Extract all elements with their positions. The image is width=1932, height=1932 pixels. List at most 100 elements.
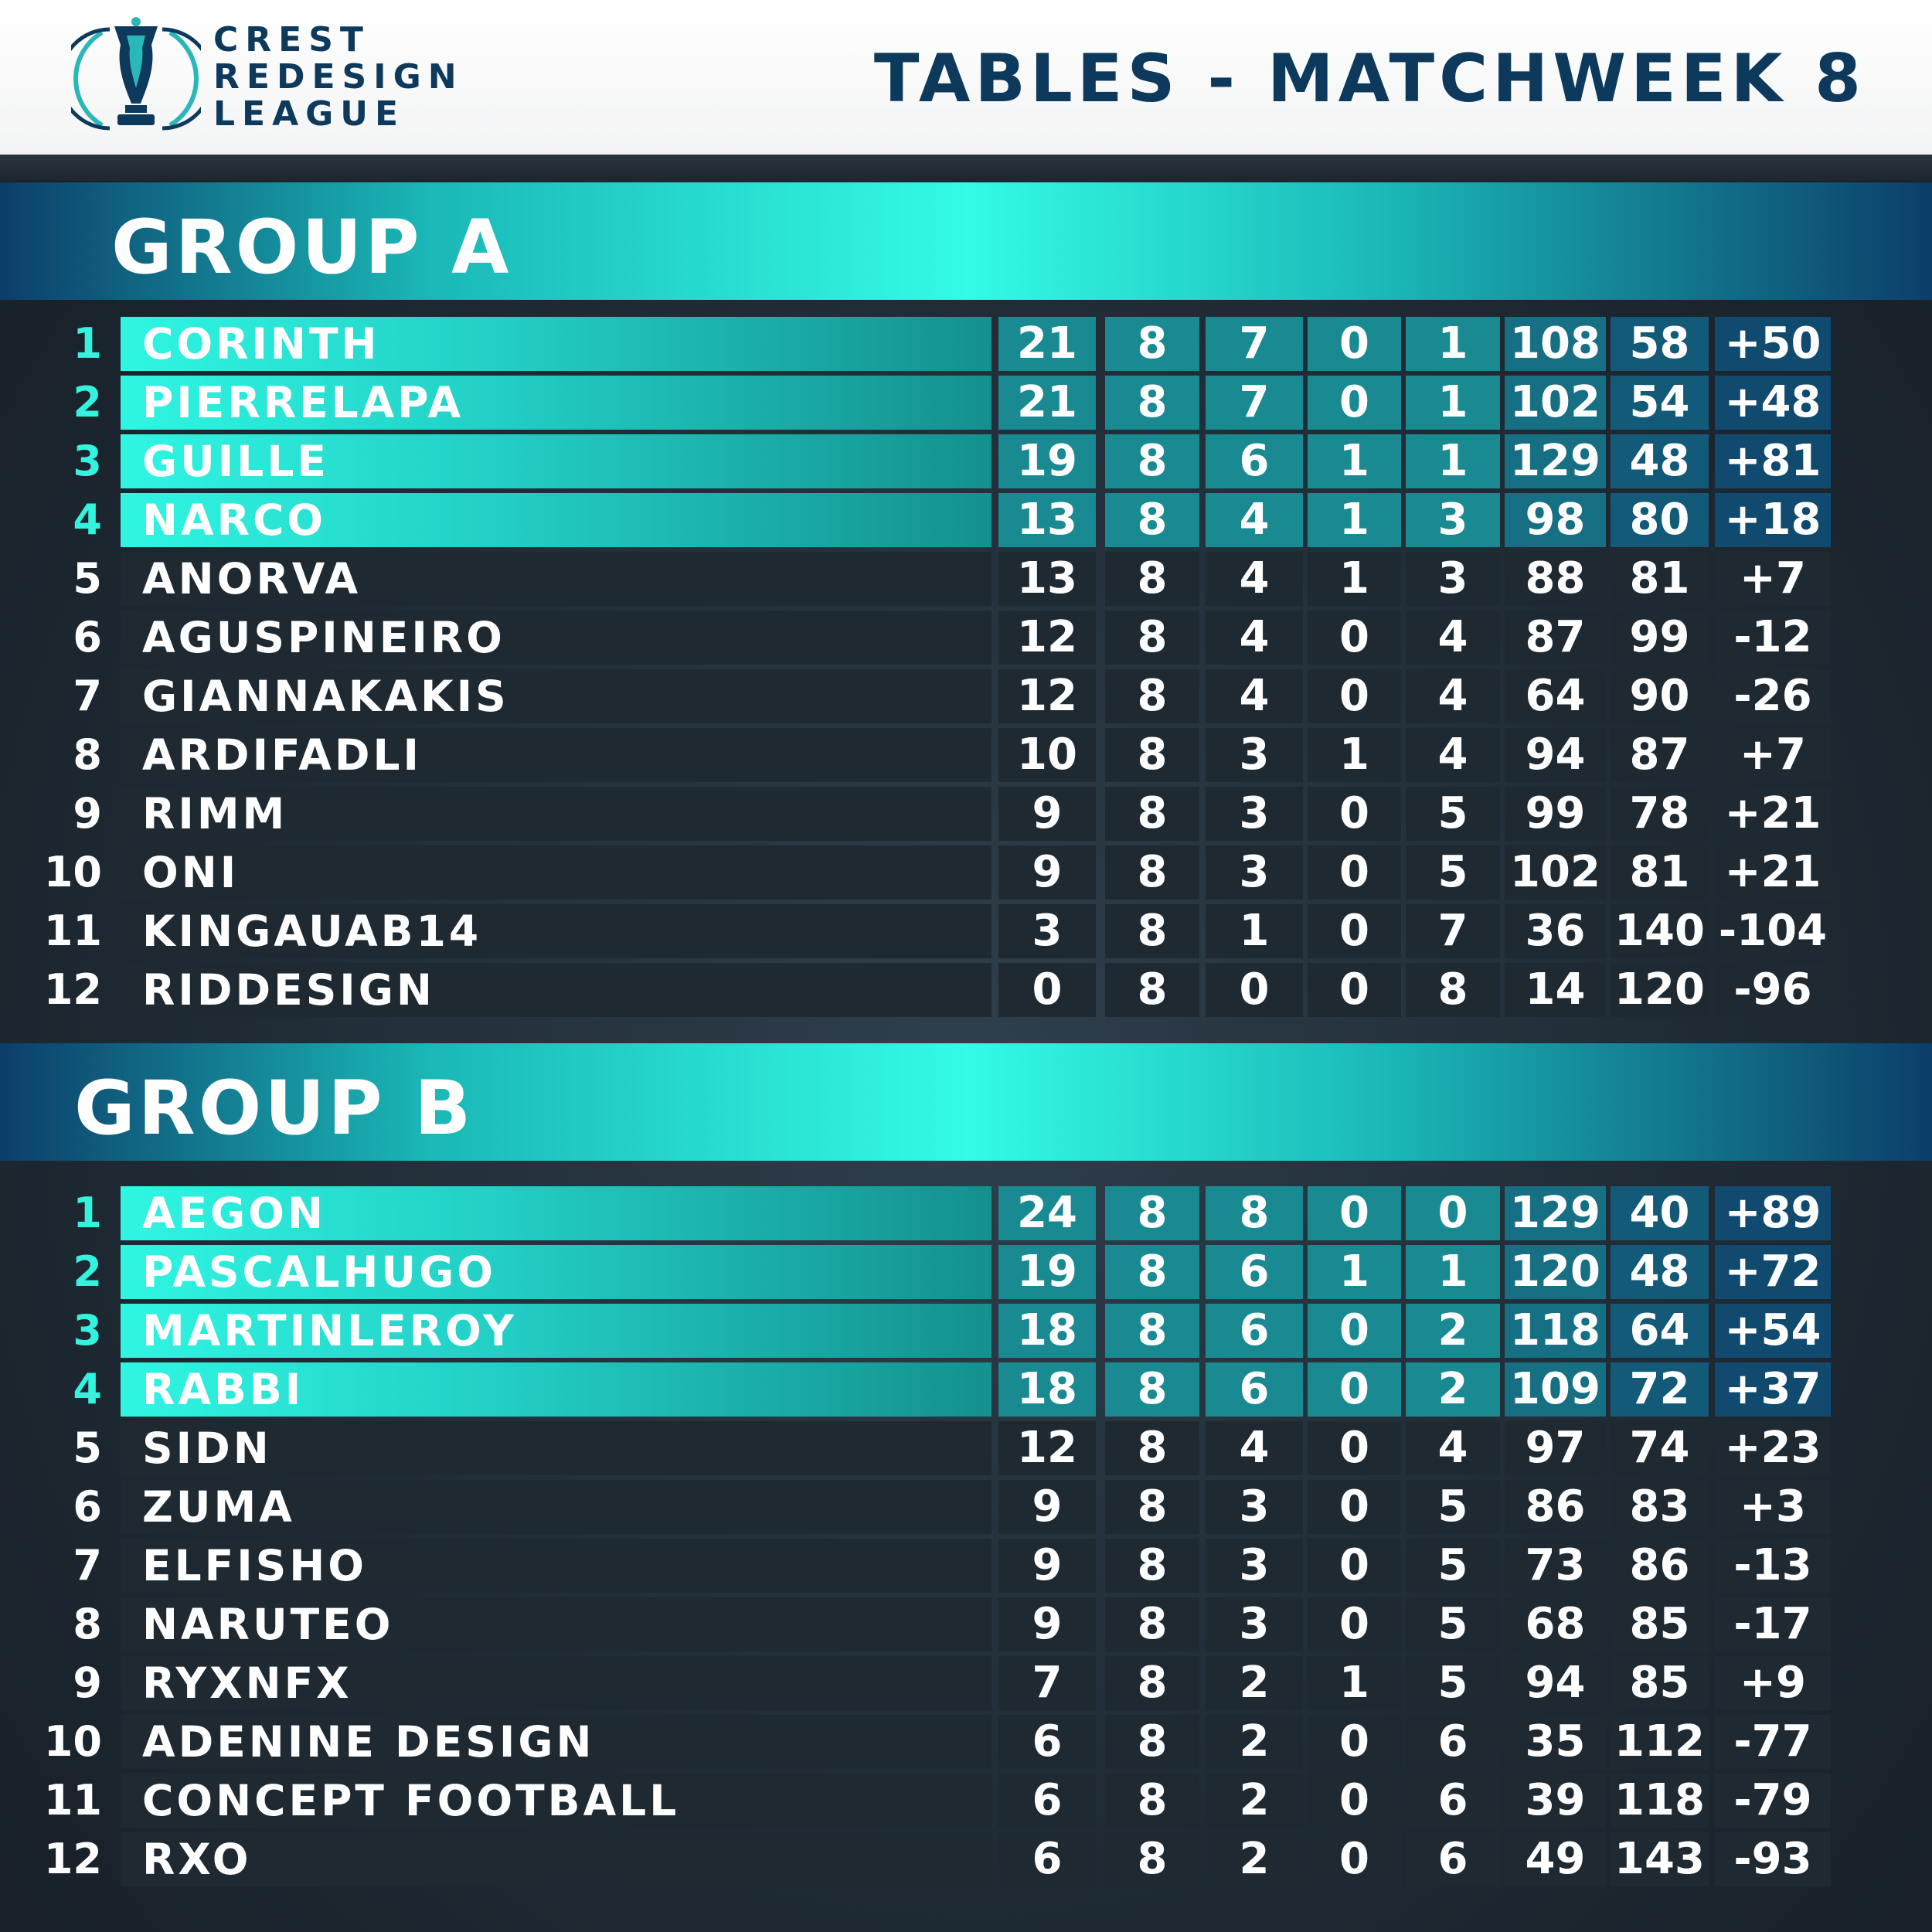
stat-cell: 3 — [998, 904, 1096, 958]
stat-cell: 8 — [1105, 963, 1199, 1017]
logo-text-line-2: REDESIGN — [213, 57, 464, 97]
table-row: 9 RIMM 9 8 3 0 5 99 78 +21 — [0, 787, 1932, 841]
stat-cell: 88 — [1505, 552, 1606, 606]
team-cell: GIANNAKAKIS — [121, 669, 992, 723]
stat-cell: 8 — [1105, 728, 1199, 782]
table-row: 2 PASCALHUGO 19 8 6 1 1 120 48 +72 — [0, 1245, 1932, 1299]
stat-cell: 94 — [1505, 1656, 1606, 1710]
stat-cell: 108 — [1505, 317, 1606, 371]
team-name: MARTINLEROY — [142, 1306, 517, 1355]
team-cell: AEGON — [121, 1186, 992, 1240]
stat-cell: 35 — [1505, 1715, 1606, 1769]
table-row: 7 ELFISHO 9 8 3 0 5 73 86 -13 — [0, 1539, 1932, 1593]
team-name: ARDIFADLI — [142, 730, 423, 780]
stat-cell: 4 — [1206, 669, 1303, 723]
stat-cell: 12 — [998, 1421, 1096, 1475]
team-name: CORINTH — [142, 319, 380, 369]
table-row: 7 GIANNAKAKIS 12 8 4 0 4 64 90 -26 — [0, 669, 1932, 723]
rank-cell: 11 — [43, 1776, 102, 1825]
stat-cell: 1 — [1406, 1245, 1500, 1299]
group-b-title: GROUP B — [74, 1065, 474, 1151]
table-row: 3 GUILLE 19 8 6 1 1 129 48 +81 — [0, 434, 1932, 488]
stat-cell: 0 — [1308, 317, 1401, 371]
stat-cell: +3 — [1715, 1480, 1831, 1534]
stat-cell: 58 — [1611, 317, 1709, 371]
stat-cell: 6 — [1206, 1304, 1303, 1358]
stat-cell: 40 — [1611, 1186, 1709, 1240]
stat-cell: 99 — [1505, 787, 1606, 841]
stat-cell: +48 — [1715, 376, 1831, 430]
rank-cell: 3 — [73, 1306, 102, 1355]
stat-cell: 6 — [998, 1832, 1096, 1886]
stat-cell: 112 — [1611, 1715, 1709, 1769]
stat-cell: 3 — [1206, 1539, 1303, 1593]
table-row: 9 RYXNFX 7 8 2 1 5 94 85 +9 — [0, 1656, 1932, 1710]
stat-cell: 1 — [1308, 728, 1401, 782]
stat-cell: 87 — [1611, 728, 1709, 782]
stat-cell: 4 — [1206, 493, 1303, 547]
table-row: 11 KINGAUAB14 3 8 1 0 7 36 140 -104 — [0, 904, 1932, 958]
stat-cell: 2 — [1206, 1656, 1303, 1710]
stat-cell: +50 — [1715, 317, 1831, 371]
rank-cell: 10 — [43, 1717, 102, 1766]
stat-cell: 1 — [1406, 376, 1500, 430]
stat-cell: 0 — [1308, 669, 1401, 723]
stat-cell: 8 — [1105, 317, 1199, 371]
table-row: 4 NARCO 13 8 4 1 3 98 80 +18 — [0, 493, 1932, 547]
logo-text-line-1: CREST — [213, 20, 370, 60]
rank-cell: 3 — [73, 437, 102, 485]
stat-cell: -79 — [1715, 1774, 1831, 1828]
stat-cell: 73 — [1505, 1539, 1606, 1593]
rank-cell: 8 — [73, 1600, 102, 1648]
stat-cell: 4 — [1206, 552, 1303, 606]
stat-cell: 8 — [1105, 1362, 1199, 1417]
stat-cell: +7 — [1715, 728, 1831, 782]
table-row: 12 RXO 6 8 2 0 6 49 143 -93 — [0, 1832, 1932, 1886]
team-cell: KINGAUAB14 — [121, 904, 992, 958]
stat-cell: 8 — [1105, 1832, 1199, 1886]
stat-cell: 19 — [998, 434, 1096, 488]
stat-cell: 14 — [1505, 963, 1606, 1017]
table-row: 3 MARTINLEROY 18 8 6 0 2 118 64 +54 — [0, 1304, 1932, 1358]
stat-cell: 9 — [998, 845, 1096, 900]
stat-cell: 3 — [1206, 728, 1303, 782]
stat-cell: 78 — [1611, 787, 1709, 841]
stat-cell: 2 — [1206, 1715, 1303, 1769]
team-cell: RXO — [121, 1832, 992, 1886]
stat-cell: 8 — [1105, 1774, 1199, 1828]
stat-cell: 9 — [998, 787, 1096, 841]
table-row: 12 RIDDESIGN 0 8 0 0 8 14 120 -96 — [0, 963, 1932, 1017]
stat-cell: 24 — [998, 1186, 1096, 1240]
rank-cell: 12 — [43, 965, 102, 1014]
team-name: SIDN — [142, 1423, 272, 1473]
stat-cell: 109 — [1505, 1362, 1606, 1417]
stat-cell: 4 — [1406, 728, 1500, 782]
stat-cell: +37 — [1715, 1362, 1831, 1417]
stat-cell: 4 — [1406, 1421, 1500, 1475]
stat-cell: 8 — [1105, 1245, 1199, 1299]
stat-cell: 3 — [1206, 845, 1303, 900]
stat-cell: +7 — [1715, 552, 1831, 606]
team-name: RYXNFX — [142, 1658, 352, 1708]
stat-cell: 7 — [1206, 376, 1303, 430]
stat-cell: 68 — [1505, 1597, 1606, 1651]
stat-cell: 8 — [1105, 493, 1199, 547]
stat-cell: 8 — [1105, 434, 1199, 488]
stat-cell: 21 — [998, 376, 1096, 430]
stat-cell: 8 — [1105, 1186, 1199, 1240]
stat-cell: 18 — [998, 1304, 1096, 1358]
stat-cell: 0 — [1206, 963, 1303, 1017]
stat-cell: 64 — [1505, 669, 1606, 723]
team-name: CONCEPT FOOTBALL — [142, 1776, 680, 1825]
stat-cell: 1 — [1308, 552, 1401, 606]
stat-cell: 4 — [1406, 611, 1500, 665]
stat-cell: 8 — [1406, 963, 1500, 1017]
stat-cell: +89 — [1715, 1186, 1831, 1240]
stat-cell: 85 — [1611, 1597, 1709, 1651]
stat-cell: 102 — [1505, 845, 1606, 900]
stat-cell: 39 — [1505, 1774, 1606, 1828]
stat-cell: +23 — [1715, 1421, 1831, 1475]
team-name: ANORVA — [142, 554, 362, 604]
stat-cell: +18 — [1715, 493, 1831, 547]
table-row: 8 NARUTEO 9 8 3 0 5 68 85 -17 — [0, 1597, 1932, 1651]
